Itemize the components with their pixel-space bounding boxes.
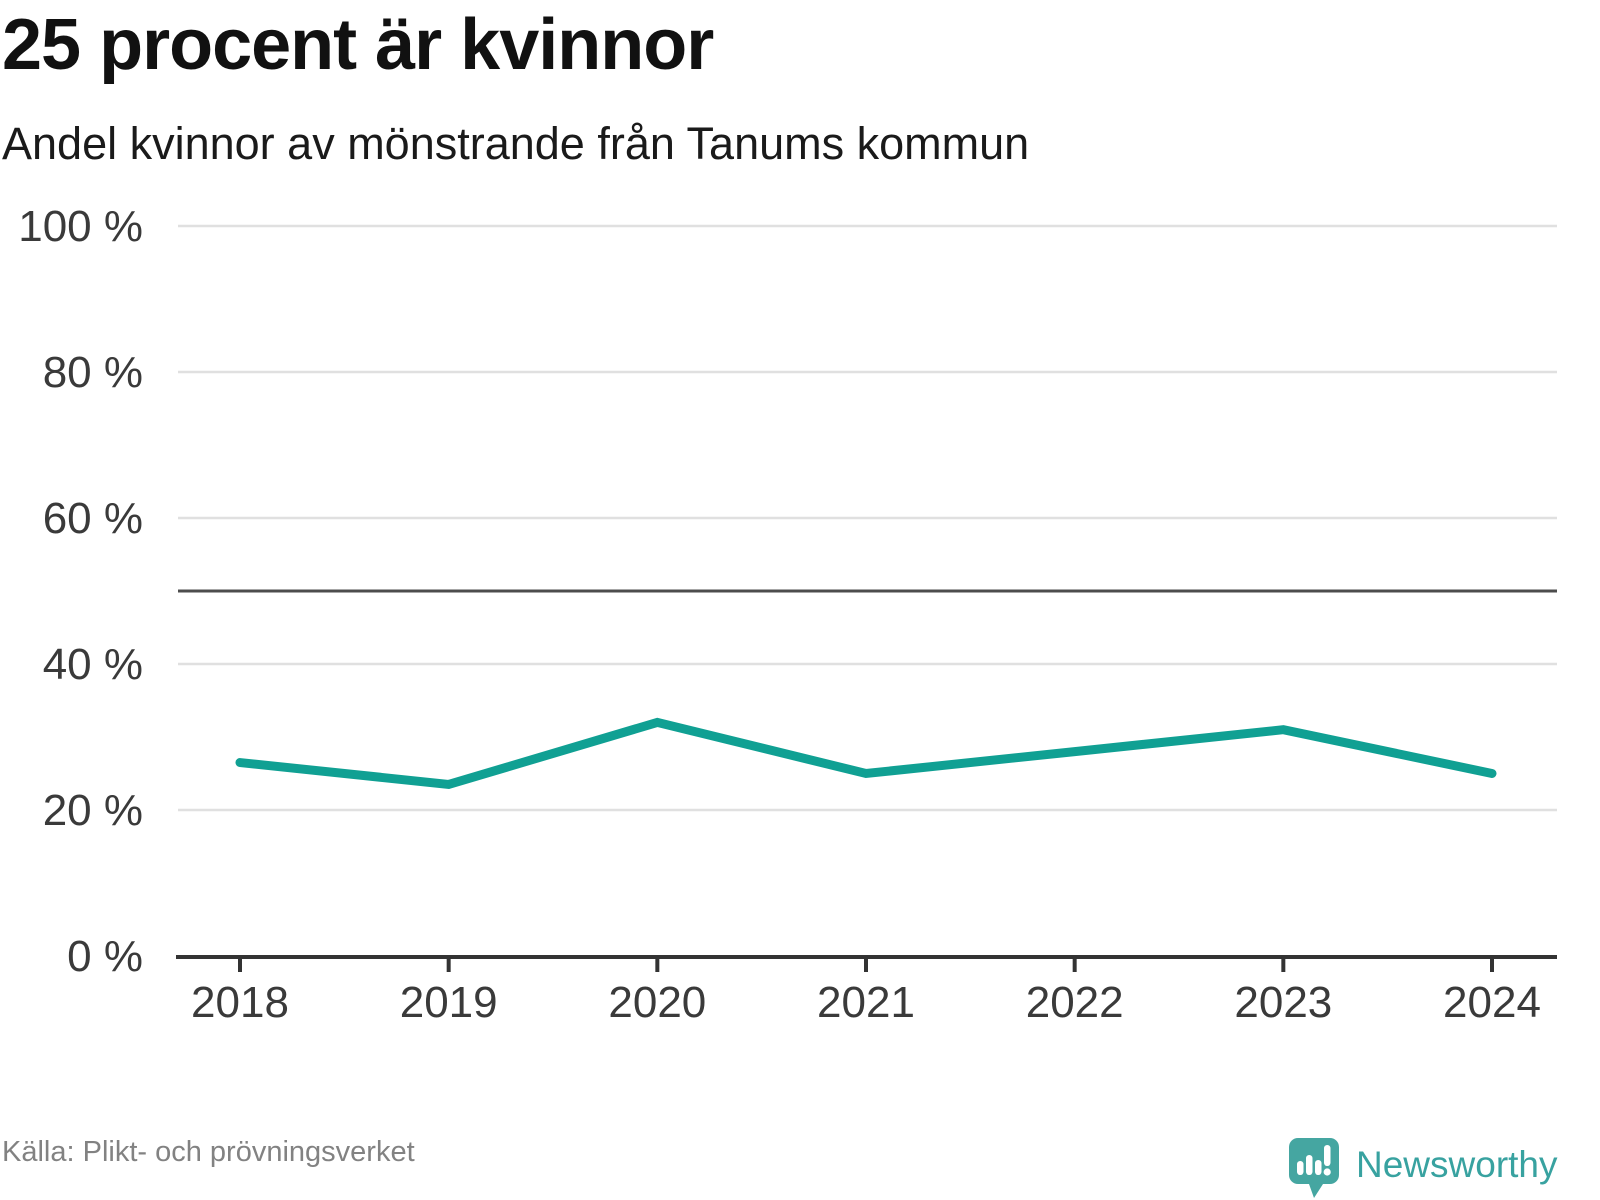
newsworthy-logo-icon	[1289, 1138, 1339, 1198]
brand-name: Newsworthy	[1356, 1144, 1558, 1185]
x-tick-label: 2020	[608, 978, 706, 1027]
data-line-series	[235, 717, 1497, 790]
y-tick-label: 80 %	[43, 348, 143, 397]
y-tick-label: 60 %	[43, 494, 143, 543]
x-tick-label: 2021	[817, 978, 915, 1027]
bar-chart-glyph	[1297, 1145, 1331, 1176]
x-tick-label: 2024	[1443, 978, 1541, 1027]
source-note: Källa: Plikt- och prövningsverket	[2, 1136, 415, 1168]
x-tick-label: 2019	[400, 978, 498, 1027]
gridlines	[178, 224, 1557, 812]
page-title: 25 procent är kvinnor	[2, 5, 714, 85]
x-tick-label: 2023	[1234, 978, 1332, 1027]
newsworthy-brand: Newsworthy	[1288, 1136, 1558, 1200]
x-axis-tick-labels: 2018 2019 2020 2021 2022 2023 2024	[191, 978, 1541, 1027]
x-tick-label: 2018	[191, 978, 289, 1027]
x-axis-ticks	[238, 957, 1494, 972]
x-tick-label: 2022	[1026, 978, 1124, 1027]
y-tick-label: 0 %	[67, 932, 143, 981]
y-tick-label: 100 %	[18, 202, 143, 251]
y-tick-label: 20 %	[43, 786, 143, 835]
y-tick-label: 40 %	[43, 640, 143, 689]
chart-subtitle: Andel kvinnor av mönstrande från Tanums …	[2, 118, 1030, 169]
y-axis-tick-labels: 0 % 20 % 40 % 60 % 80 % 100 %	[18, 202, 143, 981]
